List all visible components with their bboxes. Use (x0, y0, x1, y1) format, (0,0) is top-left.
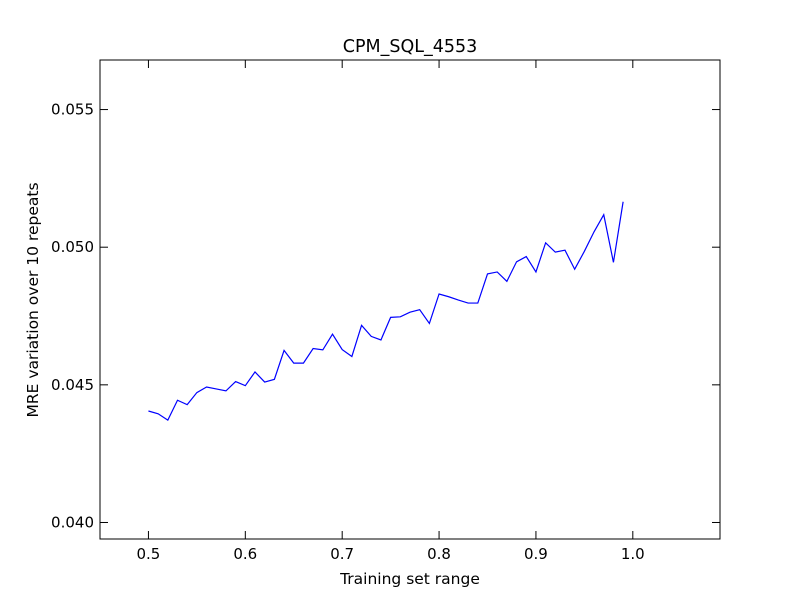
x-tick-label: 1.0 (621, 545, 645, 563)
chart-title: CPM_SQL_4553 (343, 37, 478, 57)
x-tick-label: 0.6 (233, 545, 257, 563)
x-axis-label: Training set range (339, 570, 480, 588)
x-axis-ticks: 0.5 0.6 0.7 0.8 0.9 1.0 (137, 60, 645, 563)
y-axis-label: MRE variation over 10 repeats (24, 182, 42, 417)
y-axis-ticks: 0.040 0.045 0.050 0.055 (51, 101, 720, 531)
series-layer (148, 201, 624, 421)
y-tick-label: 0.040 (51, 513, 94, 531)
y-tick-label: 0.055 (51, 101, 94, 119)
x-tick-label: 0.5 (137, 545, 161, 563)
x-tick-label: 0.8 (427, 545, 451, 563)
x-tick-label: 0.7 (330, 545, 354, 563)
series-line-1 (148, 201, 624, 421)
y-tick-label: 0.045 (51, 376, 94, 394)
plot-frame (99, 59, 721, 540)
x-tick-label: 0.9 (524, 545, 548, 563)
y-tick-label: 0.050 (51, 238, 94, 256)
